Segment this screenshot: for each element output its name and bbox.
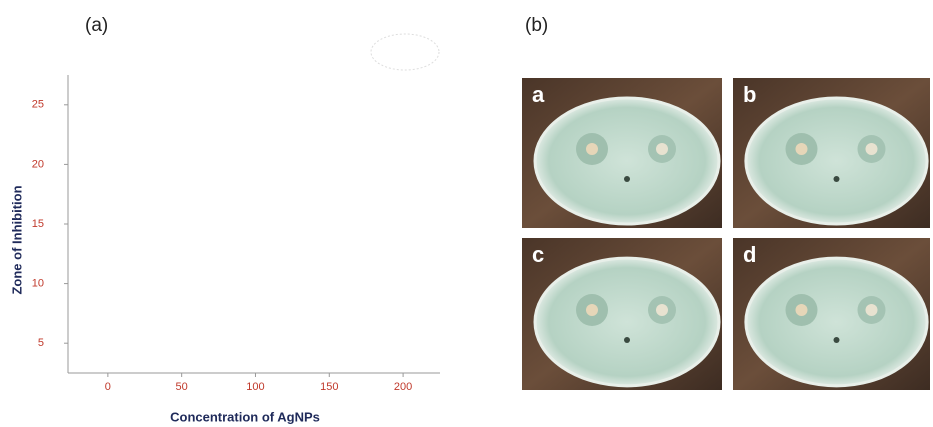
disc xyxy=(656,143,668,155)
decoration xyxy=(371,34,439,70)
disc xyxy=(586,143,598,155)
panel-letter: a xyxy=(532,82,545,107)
disc xyxy=(796,143,808,155)
figure-label: (b) xyxy=(525,15,548,36)
y-axis-title: Zone of Inhibition xyxy=(9,185,24,294)
x-axis-title: Concentration of AgNPs xyxy=(170,409,320,424)
photo-grid: a b c d xyxy=(522,78,930,390)
panel-letter: c xyxy=(532,242,544,267)
figure: (a) (b) Concentration of AgNPs Zone of I… xyxy=(0,0,933,427)
y-tick-label: 15 xyxy=(32,218,44,230)
disc xyxy=(834,176,840,182)
y-tick-label: 25 xyxy=(32,99,44,111)
panel-letter: b xyxy=(743,82,756,107)
y-tick-label: 20 xyxy=(32,158,44,170)
petri-dish xyxy=(535,258,719,386)
x-tick-label: 200 xyxy=(394,381,412,393)
disc xyxy=(866,304,878,316)
figure-canvas: (a) (b) Concentration of AgNPs Zone of I… xyxy=(0,0,933,427)
y-tick-label: 10 xyxy=(32,278,44,290)
disc xyxy=(866,143,878,155)
x-tick-label: 50 xyxy=(176,381,188,393)
disc xyxy=(796,304,808,316)
x-tick-label: 0 xyxy=(105,381,111,393)
petri-dish xyxy=(746,258,927,386)
y-tick-label: 5 xyxy=(38,337,44,349)
x-tick-label: 150 xyxy=(320,381,338,393)
disc xyxy=(624,337,630,343)
figure-label: (a) xyxy=(85,15,108,36)
disc xyxy=(834,337,840,343)
panel-letter: d xyxy=(743,242,756,267)
petri-dish xyxy=(535,98,719,224)
petri-dish xyxy=(746,98,927,224)
disc xyxy=(586,304,598,316)
x-tick-label: 100 xyxy=(246,381,264,393)
disc xyxy=(624,176,630,182)
disc xyxy=(656,304,668,316)
